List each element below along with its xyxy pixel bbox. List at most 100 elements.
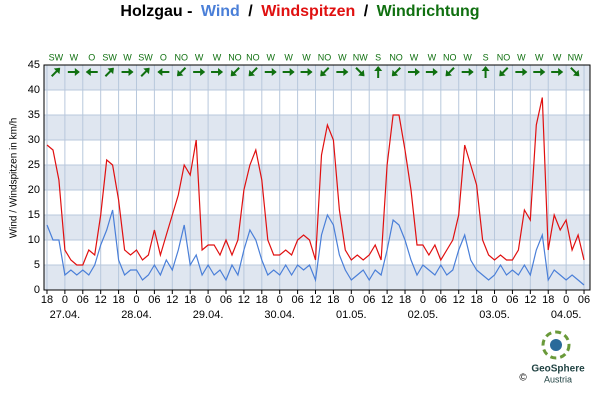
arrow-head: [572, 69, 580, 77]
arrow-head: [358, 69, 365, 77]
plot-frame: [43, 64, 591, 291]
direction-arrow: [211, 68, 224, 76]
x-tick-label: 18: [184, 294, 196, 306]
direction-label: O: [88, 52, 95, 62]
direction-label: NO: [389, 52, 403, 62]
direction-arrow: [193, 68, 206, 76]
arrow-head: [230, 69, 238, 77]
arrow-head: [218, 68, 224, 76]
arrow-head: [200, 68, 206, 76]
direction-label: W: [284, 52, 293, 62]
direction-arrow: [515, 68, 528, 76]
x-tick-label: 12: [309, 294, 321, 306]
direction-label: W: [123, 52, 132, 62]
direction-label: NO: [443, 52, 457, 62]
direction-arrow: [533, 68, 546, 76]
date-label: 28.04.: [121, 309, 152, 321]
x-tick-label: 06: [363, 294, 375, 306]
logo-icon: [541, 330, 571, 360]
direction-label: SW: [138, 52, 153, 62]
arrow-head: [74, 68, 80, 76]
y-tick-label: 35: [28, 109, 40, 121]
arrow-head: [307, 68, 313, 76]
direction-label: S: [375, 52, 381, 62]
direction-arrow: [461, 68, 474, 76]
x-tick-label: 18: [399, 294, 411, 306]
direction-label: NO: [318, 52, 332, 62]
direction-arrow: [121, 68, 134, 76]
direction-arrow: [264, 68, 277, 76]
band: [44, 115, 590, 140]
direction-arrow: [481, 66, 490, 78]
y-tick-label: 0: [34, 284, 40, 296]
x-tick-label: 0: [563, 294, 569, 306]
x-tick-label: 18: [327, 294, 339, 306]
direction-arrow: [140, 67, 150, 77]
direction-arrow: [248, 67, 258, 77]
y-tick-label: 10: [28, 234, 40, 246]
x-tick-label: 06: [148, 294, 160, 306]
x-tick-label: 12: [453, 294, 465, 306]
logo-sub: Austria: [544, 374, 572, 384]
direction-label: S: [483, 52, 489, 62]
direction-arrow: [374, 66, 383, 78]
direction-label: NW: [353, 52, 368, 62]
direction-arrow: [551, 68, 564, 76]
direction-label: SW: [49, 52, 64, 62]
x-tick-label: 06: [220, 294, 232, 306]
series-line: [46, 97, 585, 266]
x-tick-label: 0: [205, 294, 211, 306]
direction-arrow: [282, 68, 295, 76]
arrow-head: [157, 68, 163, 76]
date-label: 03.05.: [479, 309, 510, 321]
direction-label: W: [70, 52, 79, 62]
arrow-head: [414, 68, 420, 76]
plot: [44, 64, 590, 291]
arrow-head: [481, 66, 490, 71]
direction-arrow: [355, 67, 365, 77]
arrow-head: [374, 66, 383, 71]
direction-label: NW: [568, 52, 583, 62]
direction-label: W: [195, 52, 204, 62]
direction-arrow: [445, 67, 455, 77]
direction-arrow: [85, 68, 98, 76]
arrow-head: [468, 68, 474, 76]
direction-arrow: [157, 68, 170, 76]
arrow-head: [391, 69, 399, 77]
direction-label: NO: [228, 52, 242, 62]
direction-label: NO: [497, 52, 511, 62]
copyright: ©: [519, 373, 527, 384]
arrow-head: [499, 69, 506, 77]
y-tick-label: 45: [28, 59, 40, 71]
arrow-head: [271, 68, 277, 76]
arrow-head: [177, 69, 184, 77]
arrow-head: [320, 69, 327, 77]
arrow-head: [289, 68, 295, 76]
arrow-head: [128, 68, 134, 76]
band: [44, 65, 590, 90]
direction-arrow: [230, 67, 240, 77]
arrow-head: [248, 69, 255, 77]
x-tick-label: 06: [435, 294, 447, 306]
logo-icon-core: [550, 339, 562, 351]
x-tick-label: 0: [62, 294, 68, 306]
direction-arrow: [407, 68, 420, 76]
chart-title: Holzgau - Wind / Windspitzen / Windricht…: [120, 3, 479, 20]
direction-arrow: [67, 68, 80, 76]
x-tick-label: 12: [166, 294, 178, 306]
x-tick-label: 12: [95, 294, 107, 306]
direction-label: W: [553, 52, 562, 62]
arrow-head: [432, 68, 438, 76]
x-tick-label: 12: [381, 294, 393, 306]
date-label: 29.04.: [193, 309, 224, 321]
direction-arrow: [50, 67, 61, 77]
x-tick-label: 18: [256, 294, 268, 306]
direction-label: NO: [246, 52, 260, 62]
x-tick-label: 06: [578, 294, 590, 306]
logo: GeoSphere Austria ©: [519, 330, 585, 384]
x-tick-label: 0: [133, 294, 139, 306]
direction-arrow: [425, 68, 438, 76]
arrow-head: [85, 68, 91, 76]
x-tick-label: 18: [542, 294, 554, 306]
